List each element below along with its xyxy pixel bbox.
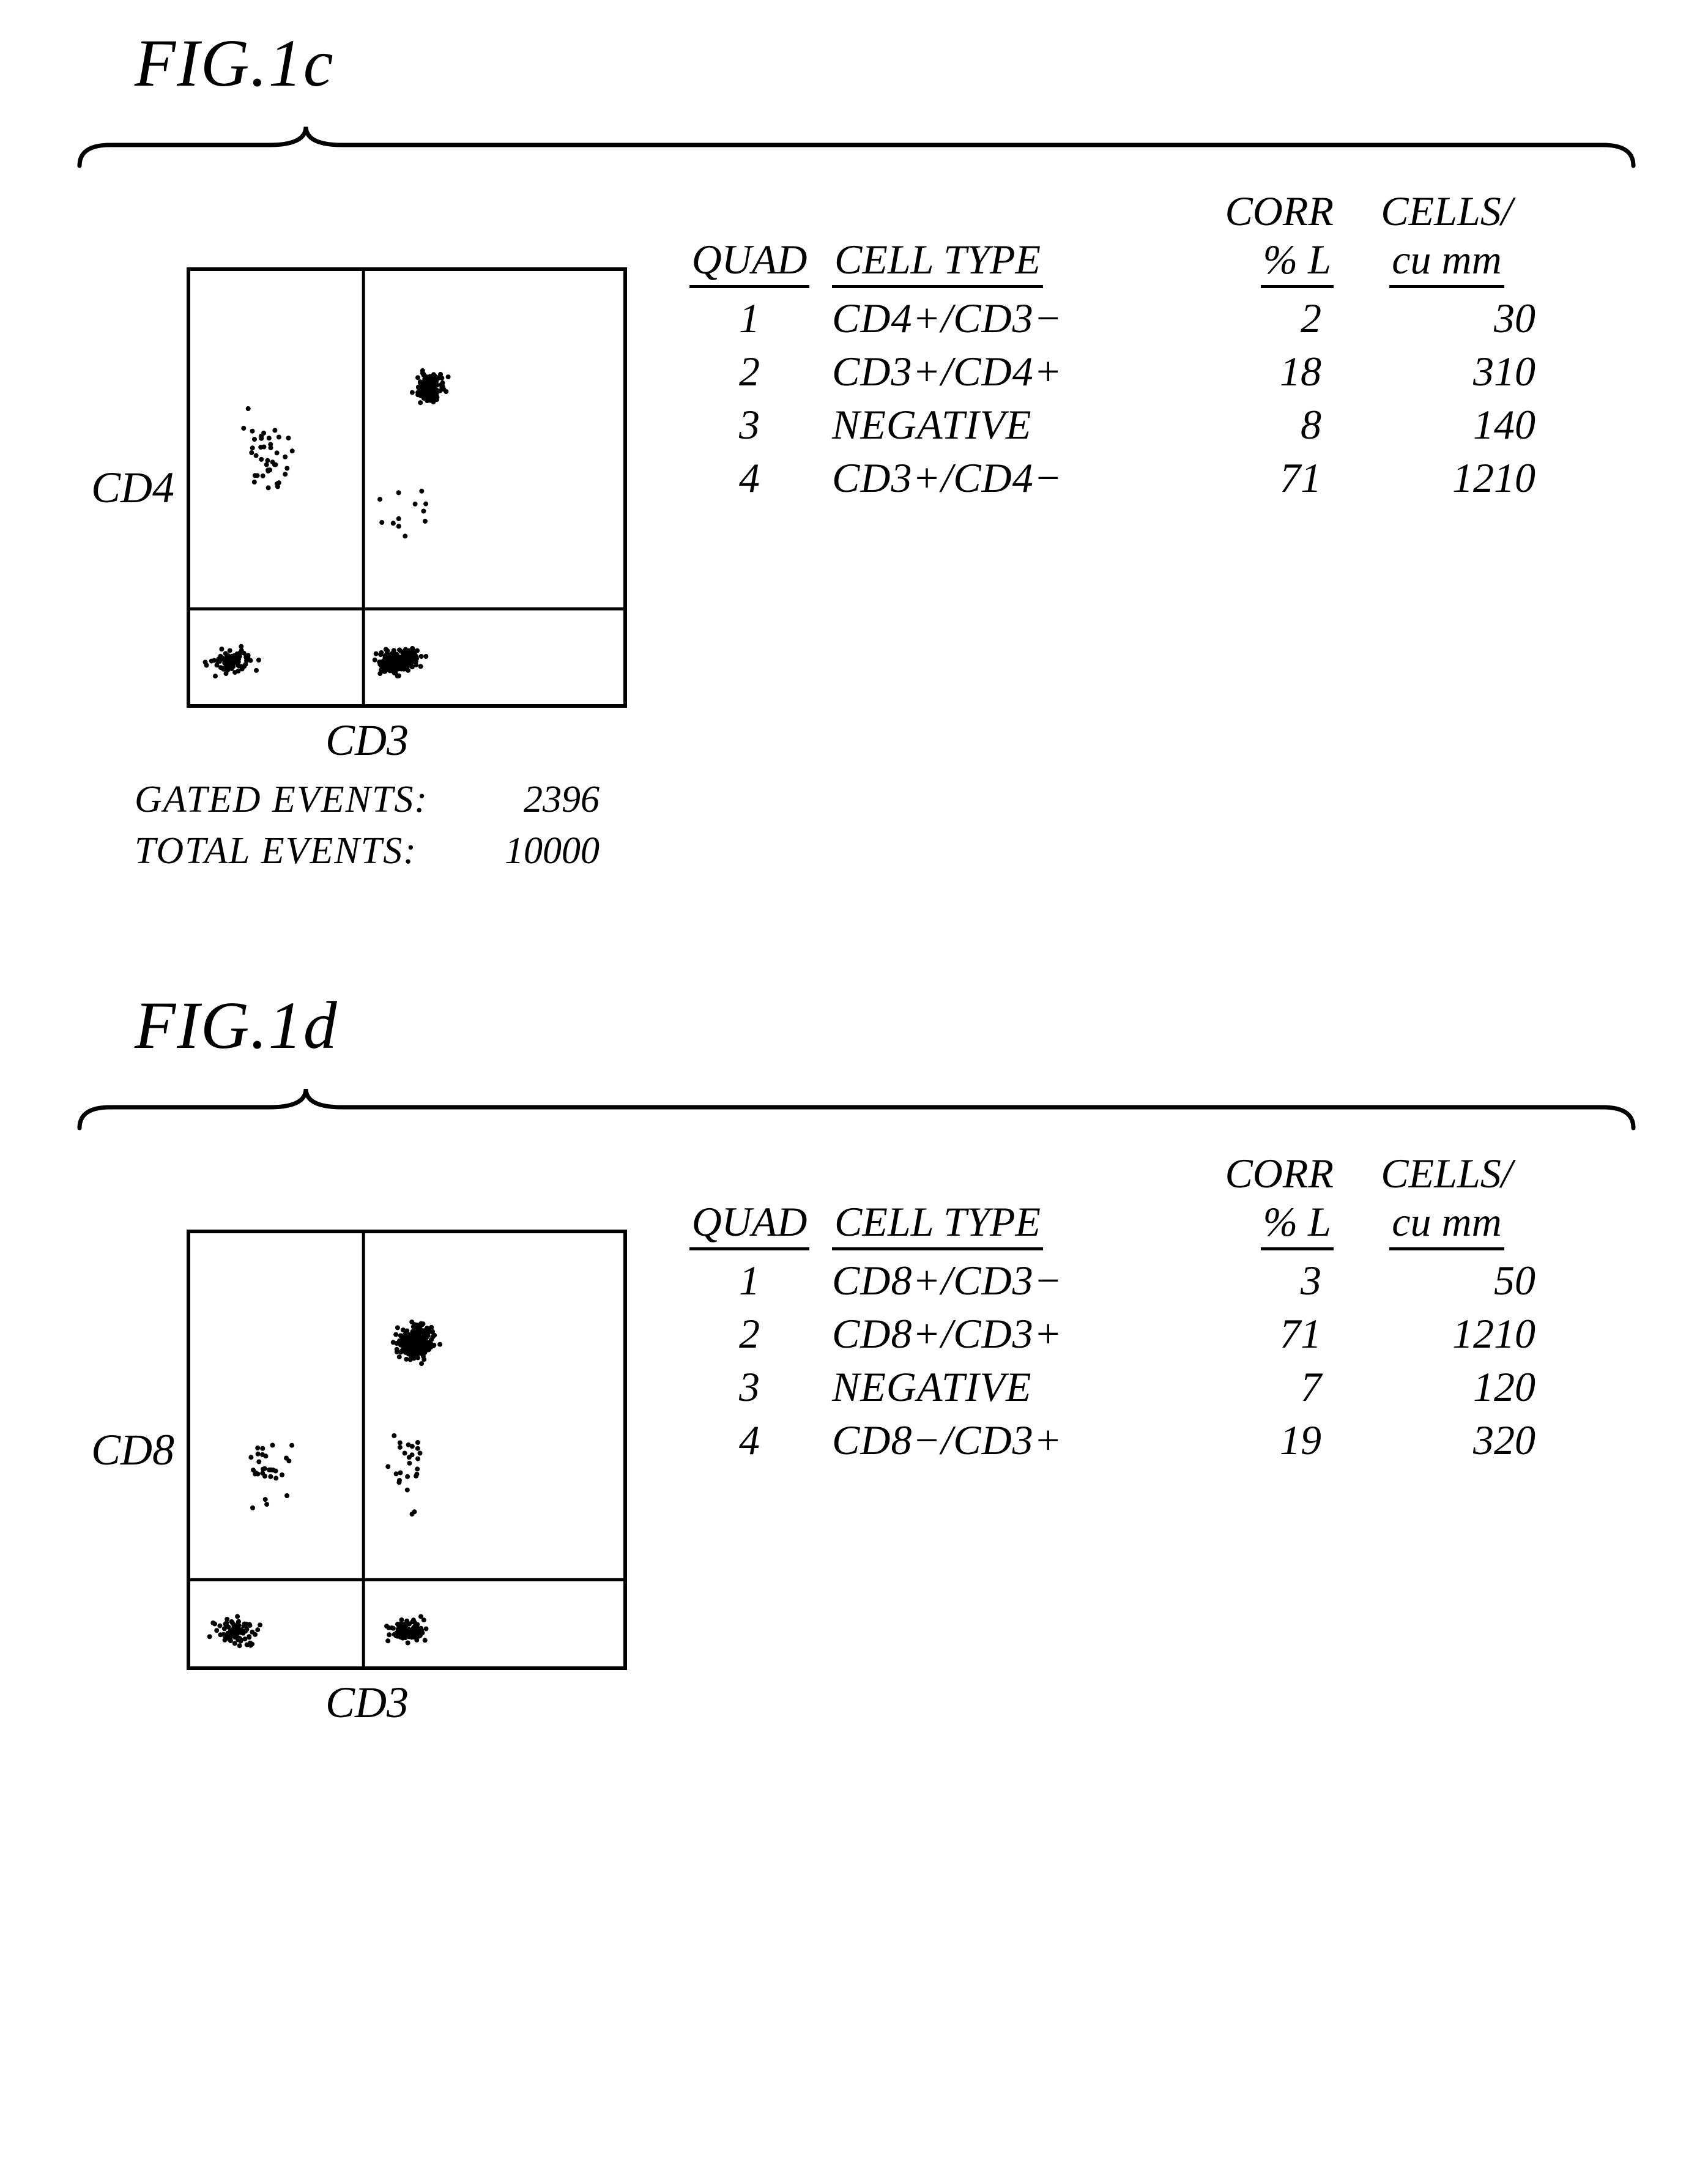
table-cell-quad: 3 bbox=[667, 398, 832, 451]
data-table: QUAD1234CELL TYPECD8+/CD3−CD8+/CD3+NEGAT… bbox=[667, 1162, 1684, 1467]
table-cell-cells: 1210 bbox=[1346, 451, 1548, 505]
table-cell-cells: 120 bbox=[1346, 1360, 1548, 1414]
table-cell-corr: 7 bbox=[1168, 1360, 1346, 1414]
table-cell-corr: 18 bbox=[1168, 345, 1346, 398]
table-cell-corr: 19 bbox=[1168, 1414, 1346, 1467]
y-axis-label: CD8 bbox=[64, 1425, 174, 1476]
table-cell-celltype: CD8−/CD3+ bbox=[832, 1414, 1168, 1467]
table-cell-quad: 1 bbox=[667, 292, 832, 345]
total-events-label: TOTAL EVENTS: bbox=[135, 826, 465, 877]
y-axis-label: CD4 bbox=[64, 462, 174, 513]
table-cell-cells: 30 bbox=[1346, 292, 1548, 345]
table-cell-celltype: CD3+/CD4+ bbox=[832, 345, 1168, 398]
table-cell-cells: 320 bbox=[1346, 1414, 1548, 1467]
x-axis-label: CD3 bbox=[147, 715, 587, 766]
table-cell-corr: 3 bbox=[1168, 1254, 1346, 1307]
table-cell-celltype: NEGATIVE bbox=[832, 1360, 1168, 1414]
table-cell-quad: 1 bbox=[667, 1254, 832, 1307]
table-cell-quad: 2 bbox=[667, 345, 832, 398]
col-header-quad: QUAD bbox=[689, 236, 810, 288]
table-cell-quad: 3 bbox=[667, 1360, 832, 1414]
figure-title: FIG.1d bbox=[135, 987, 1684, 1064]
table-cell-corr: 2 bbox=[1168, 292, 1346, 345]
table-cell-celltype: CD8+/CD3− bbox=[832, 1254, 1168, 1307]
table-cell-corr: 8 bbox=[1168, 398, 1346, 451]
col-header-quad: QUAD bbox=[689, 1198, 810, 1250]
table-cell-celltype: CD4+/CD3− bbox=[832, 292, 1168, 345]
table-cell-corr: 71 bbox=[1168, 1307, 1346, 1360]
col-header-cells: CELLS/ bbox=[1346, 1149, 1548, 1198]
figure-block: FIG.1d CD8 CD3 QUAD1234CELL TYPECD8+/CD3… bbox=[24, 987, 1684, 1728]
scatter-plot bbox=[187, 267, 627, 708]
table-cell-quad: 4 bbox=[667, 451, 832, 505]
figure-block: FIG.1c CD4 CD3 GATED EVENTS:2396 TOTAL E… bbox=[24, 24, 1684, 877]
table-cell-quad: 2 bbox=[667, 1307, 832, 1360]
x-axis-label: CD3 bbox=[147, 1677, 587, 1728]
col-header-corr: CORR bbox=[1168, 187, 1346, 236]
col-header-cells: CELLS/ bbox=[1346, 187, 1548, 236]
col-header-celltype: CELL TYPE bbox=[832, 1198, 1043, 1250]
table-cell-celltype: NEGATIVE bbox=[832, 398, 1168, 451]
table-cell-cells: 50 bbox=[1346, 1254, 1548, 1307]
table-cell-cells: 140 bbox=[1346, 398, 1548, 451]
gated-events-value: 2396 bbox=[465, 774, 600, 826]
table-cell-cells: 310 bbox=[1346, 345, 1548, 398]
col-header-celltype: CELL TYPE bbox=[832, 236, 1043, 288]
table-cell-quad: 4 bbox=[667, 1414, 832, 1467]
table-cell-cells: 1210 bbox=[1346, 1307, 1548, 1360]
col-header-corr: CORR bbox=[1168, 1149, 1346, 1198]
scatter-plot bbox=[187, 1230, 627, 1670]
gated-events-label: GATED EVENTS: bbox=[135, 774, 465, 826]
events-block: GATED EVENTS:2396 TOTAL EVENTS:10000 bbox=[135, 774, 600, 877]
figure-title: FIG.1c bbox=[135, 24, 1684, 102]
data-table: QUAD1234CELL TYPECD4+/CD3−CD3+/CD4+NEGAT… bbox=[667, 200, 1684, 505]
table-cell-celltype: CD8+/CD3+ bbox=[832, 1307, 1168, 1360]
table-cell-celltype: CD3+/CD4− bbox=[832, 451, 1168, 505]
table-cell-corr: 71 bbox=[1168, 451, 1346, 505]
total-events-value: 10000 bbox=[465, 826, 600, 877]
